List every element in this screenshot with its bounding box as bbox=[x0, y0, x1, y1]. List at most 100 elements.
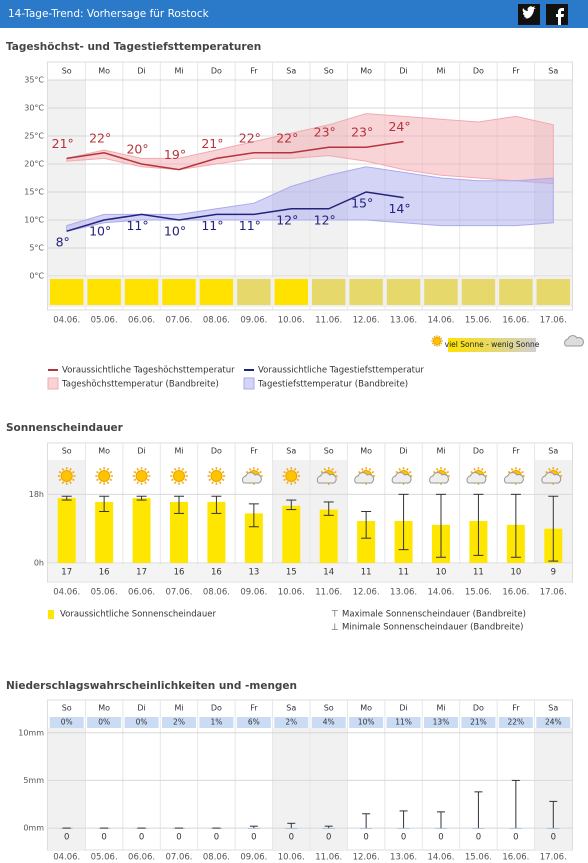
legend-label: Tageshöchsttemperatur (Bandbreite) bbox=[61, 380, 219, 390]
weekend-shade bbox=[272, 80, 310, 276]
precip-value: 0 bbox=[363, 833, 368, 843]
sun-ray bbox=[133, 478, 137, 482]
sun-ray bbox=[286, 481, 289, 484]
weather-icon bbox=[503, 467, 525, 485]
probability-label: 0% bbox=[61, 718, 73, 727]
date-label: 09.06. bbox=[240, 853, 267, 863]
sun bbox=[285, 470, 298, 482]
precip-bar bbox=[322, 828, 335, 829]
date-label: 05.06. bbox=[91, 853, 118, 863]
probability-box bbox=[386, 717, 421, 728]
weekday-label: Fr bbox=[250, 447, 258, 456]
weekday-label: So bbox=[62, 704, 72, 713]
sunshine-value: 9 bbox=[551, 568, 556, 578]
date-label: 07.06. bbox=[165, 316, 192, 326]
sun bbox=[135, 470, 148, 482]
cloud bbox=[316, 472, 337, 484]
sunshine-value: 11 bbox=[398, 568, 409, 578]
sun-ray bbox=[431, 337, 434, 340]
weekday-label: Mi bbox=[174, 704, 183, 713]
sunshine-value: 16 bbox=[174, 568, 185, 578]
twitter-button[interactable] bbox=[518, 4, 540, 25]
sun-ray bbox=[184, 470, 187, 474]
cloud bbox=[503, 472, 524, 484]
weekday-label: Di bbox=[399, 67, 407, 76]
probability-box bbox=[274, 717, 309, 728]
sun-ray bbox=[406, 468, 409, 471]
sun-ray bbox=[69, 481, 72, 484]
probability-label: 1% bbox=[210, 718, 222, 727]
precip-bar bbox=[247, 828, 260, 829]
temperature-label: 22° bbox=[89, 130, 111, 145]
sun bbox=[60, 470, 73, 482]
weekday-label: Di bbox=[399, 447, 407, 456]
precip-value: 0 bbox=[64, 833, 69, 843]
precip-bar bbox=[547, 828, 560, 829]
sun-ray bbox=[219, 481, 222, 484]
weekday-label: Do bbox=[473, 704, 484, 713]
sunshine-value: 11 bbox=[473, 568, 484, 578]
probability-box bbox=[162, 717, 196, 728]
weekday-label: Sa bbox=[286, 447, 296, 456]
temperature-label: 21° bbox=[201, 136, 223, 151]
facebook-button[interactable] bbox=[546, 4, 568, 25]
sun-ray bbox=[61, 481, 65, 484]
sunshine-value: 17 bbox=[136, 568, 147, 578]
sun-legend-label: viel Sonne - wenig Sonne bbox=[445, 340, 540, 349]
sunshine-value: 10 bbox=[436, 568, 447, 578]
temperature-label: 11° bbox=[201, 218, 223, 233]
date-label: 06.06. bbox=[128, 853, 155, 863]
sun-ray bbox=[296, 470, 300, 474]
weather-icon bbox=[429, 467, 450, 485]
probability-label: 4% bbox=[323, 718, 335, 727]
sunshine-value: 14 bbox=[323, 568, 334, 578]
cloud bbox=[391, 472, 412, 484]
sunshine-value: 16 bbox=[99, 568, 110, 578]
sunshine-value: 11 bbox=[361, 568, 372, 578]
probability-box bbox=[311, 717, 346, 728]
sun-ray bbox=[211, 468, 214, 471]
weather-icon bbox=[354, 467, 375, 485]
y-tick-label: 15°C bbox=[24, 188, 44, 197]
precip-bar bbox=[472, 828, 485, 829]
precip-bar bbox=[360, 828, 373, 829]
weekday-label: Di bbox=[137, 67, 145, 76]
probability-box bbox=[236, 717, 271, 728]
weekday-label: Mo bbox=[360, 447, 372, 456]
date-label: 05.06. bbox=[91, 588, 118, 598]
sun-ray bbox=[558, 470, 562, 474]
sun-ray bbox=[334, 470, 337, 474]
temperature-label: 23° bbox=[314, 125, 336, 140]
cloud bbox=[241, 472, 262, 484]
temperature-band bbox=[66, 166, 554, 232]
weekday-label: Mo bbox=[98, 447, 110, 456]
sun bbox=[210, 470, 223, 482]
date-label: 06.06. bbox=[128, 316, 155, 326]
temperature-label: 11° bbox=[239, 218, 261, 233]
weekend-shade bbox=[534, 728, 572, 850]
date-label: 06.06. bbox=[128, 588, 155, 598]
sun-box bbox=[424, 279, 458, 305]
date-label: 07.06. bbox=[165, 853, 192, 863]
weather-icon bbox=[391, 467, 413, 485]
sun-ray bbox=[106, 468, 110, 471]
sunshine-bar bbox=[282, 505, 301, 563]
precip-value: 0 bbox=[326, 833, 331, 843]
temperature-label: 21° bbox=[52, 136, 74, 151]
precip-value: 0 bbox=[438, 833, 443, 843]
sun-ray bbox=[293, 468, 297, 471]
sun-ray bbox=[181, 468, 185, 471]
sun-ray bbox=[398, 468, 401, 471]
sun-ray bbox=[510, 468, 514, 471]
sun-ray bbox=[136, 481, 139, 484]
date-label: 14.06. bbox=[427, 853, 454, 863]
sun-ray bbox=[443, 468, 447, 471]
sun-box bbox=[312, 279, 346, 305]
legend-swatch bbox=[47, 377, 59, 390]
weekday-label: Fr bbox=[250, 704, 258, 713]
date-label: 14.06. bbox=[427, 588, 454, 598]
sun-ray bbox=[171, 478, 174, 482]
weather-icon bbox=[466, 467, 488, 485]
cloud bbox=[354, 472, 375, 484]
sun-ray bbox=[283, 478, 286, 482]
